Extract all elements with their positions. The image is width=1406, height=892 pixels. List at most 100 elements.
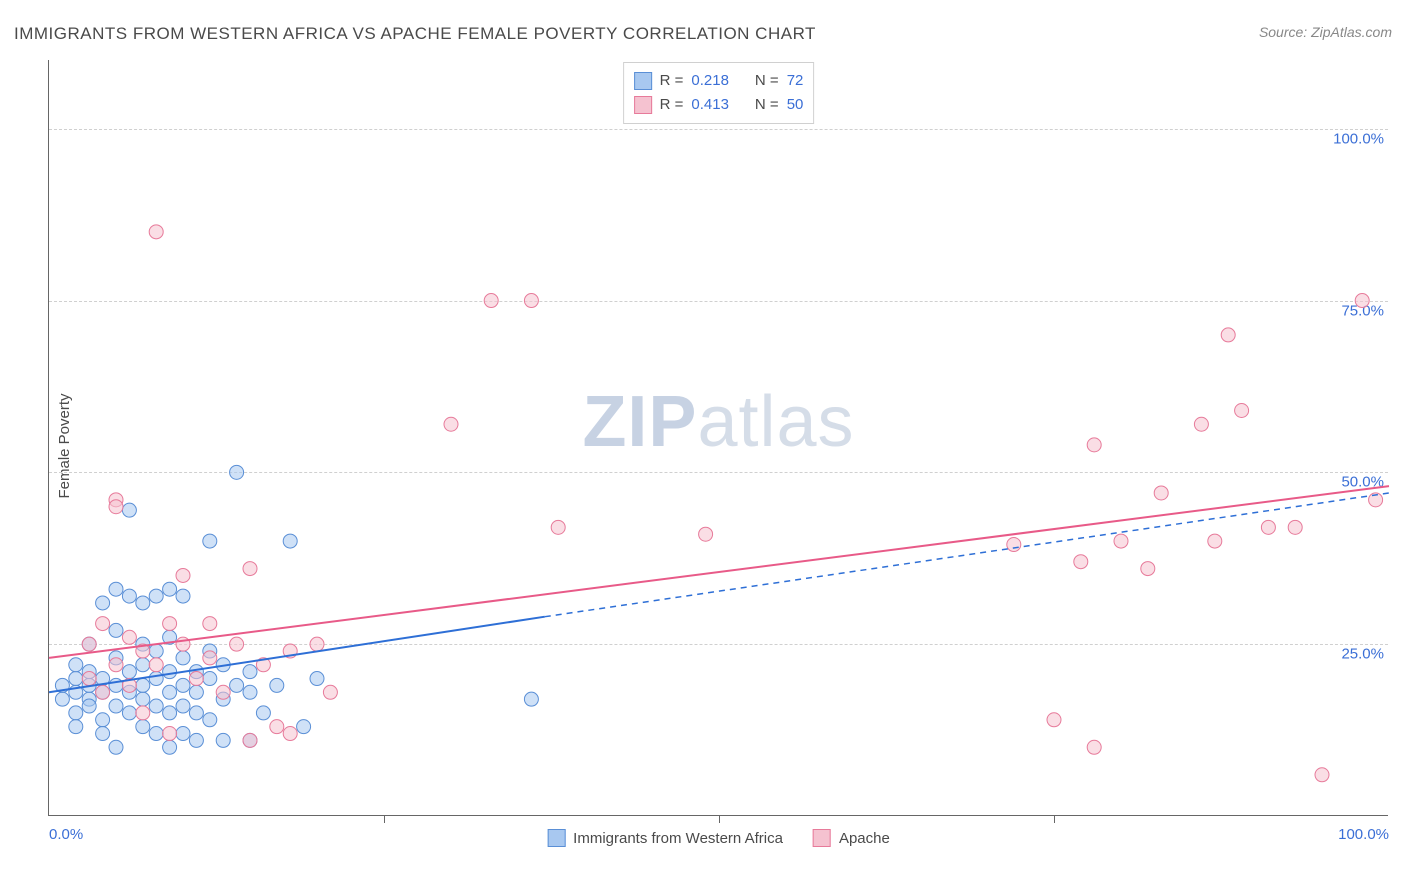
data-point <box>524 692 538 706</box>
data-point <box>109 623 123 637</box>
data-point <box>96 727 110 741</box>
data-point <box>96 713 110 727</box>
data-point <box>203 672 217 686</box>
data-point <box>1074 555 1088 569</box>
data-point <box>149 658 163 672</box>
data-point <box>176 727 190 741</box>
data-point <box>1114 534 1128 548</box>
data-point <box>96 596 110 610</box>
legend-swatch <box>547 829 565 847</box>
plot-area: ZIPatlas 25.0%50.0%75.0%100.0% 0.0%100.0… <box>48 60 1388 816</box>
legend-series-label: Apache <box>839 830 890 847</box>
legend-series: Immigrants from Western Africa Apache <box>547 829 890 847</box>
data-point <box>109 740 123 754</box>
data-point <box>1087 438 1101 452</box>
data-point <box>189 685 203 699</box>
data-point <box>69 658 83 672</box>
data-point <box>323 685 337 699</box>
data-point <box>203 651 217 665</box>
data-point <box>189 706 203 720</box>
data-point <box>203 617 217 631</box>
data-point <box>243 733 257 747</box>
data-point <box>230 678 244 692</box>
data-point <box>176 651 190 665</box>
r-value: 0.413 <box>691 93 729 117</box>
legend-stat-row: R =0.413N =50 <box>634 93 804 117</box>
data-point <box>163 740 177 754</box>
source-label: Source: ZipAtlas.com <box>1259 24 1392 40</box>
data-point <box>149 589 163 603</box>
data-point <box>122 706 136 720</box>
data-point <box>82 637 96 651</box>
data-point <box>1007 538 1021 552</box>
data-point <box>256 706 270 720</box>
data-point <box>310 637 324 651</box>
data-point <box>149 727 163 741</box>
n-value: 50 <box>787 93 804 117</box>
data-point <box>444 417 458 431</box>
data-point <box>176 699 190 713</box>
trend-line <box>49 617 545 693</box>
data-point <box>699 527 713 541</box>
legend-swatch <box>634 96 652 114</box>
data-point <box>149 672 163 686</box>
data-point <box>1208 534 1222 548</box>
n-label: N = <box>755 69 779 93</box>
data-point <box>163 617 177 631</box>
data-point <box>1154 486 1168 500</box>
data-point <box>230 637 244 651</box>
legend-stats: R =0.218N =72R =0.413N =50 <box>623 62 815 124</box>
n-value: 72 <box>787 69 804 93</box>
r-label: R = <box>660 69 684 93</box>
trend-line-extrapolated <box>545 493 1389 617</box>
data-point <box>136 678 150 692</box>
data-point <box>1355 294 1369 308</box>
legend-series-item: Immigrants from Western Africa <box>547 829 783 847</box>
data-point <box>283 534 297 548</box>
data-point <box>283 727 297 741</box>
data-point <box>149 644 163 658</box>
data-point <box>163 582 177 596</box>
data-point <box>109 699 123 713</box>
data-point <box>136 596 150 610</box>
n-label: N = <box>755 93 779 117</box>
data-point <box>1087 740 1101 754</box>
data-point <box>243 685 257 699</box>
data-point <box>55 692 69 706</box>
chart-container: IMMIGRANTS FROM WESTERN AFRICA VS APACHE… <box>0 0 1406 892</box>
data-point <box>203 534 217 548</box>
r-value: 0.218 <box>691 69 729 93</box>
data-point <box>163 706 177 720</box>
data-point <box>109 658 123 672</box>
data-point <box>1288 520 1302 534</box>
x-tick <box>384 815 385 823</box>
data-point <box>163 727 177 741</box>
data-point <box>484 294 498 308</box>
data-point <box>136 706 150 720</box>
data-point <box>136 720 150 734</box>
data-point <box>176 589 190 603</box>
data-point <box>524 294 538 308</box>
data-point <box>109 582 123 596</box>
data-point <box>310 672 324 686</box>
data-point <box>1235 404 1249 418</box>
plot-svg <box>49 60 1388 815</box>
data-point <box>1315 768 1329 782</box>
data-point <box>216 685 230 699</box>
data-point <box>1194 417 1208 431</box>
data-point <box>203 713 217 727</box>
data-point <box>136 658 150 672</box>
data-point <box>163 665 177 679</box>
data-point <box>96 617 110 631</box>
data-point <box>1047 713 1061 727</box>
data-point <box>243 665 257 679</box>
data-point <box>96 685 110 699</box>
data-point <box>176 678 190 692</box>
x-tick <box>719 815 720 823</box>
data-point <box>551 520 565 534</box>
data-point <box>189 733 203 747</box>
data-point <box>122 503 136 517</box>
chart-title: IMMIGRANTS FROM WESTERN AFRICA VS APACHE… <box>14 24 816 44</box>
data-point <box>122 630 136 644</box>
legend-swatch <box>813 829 831 847</box>
